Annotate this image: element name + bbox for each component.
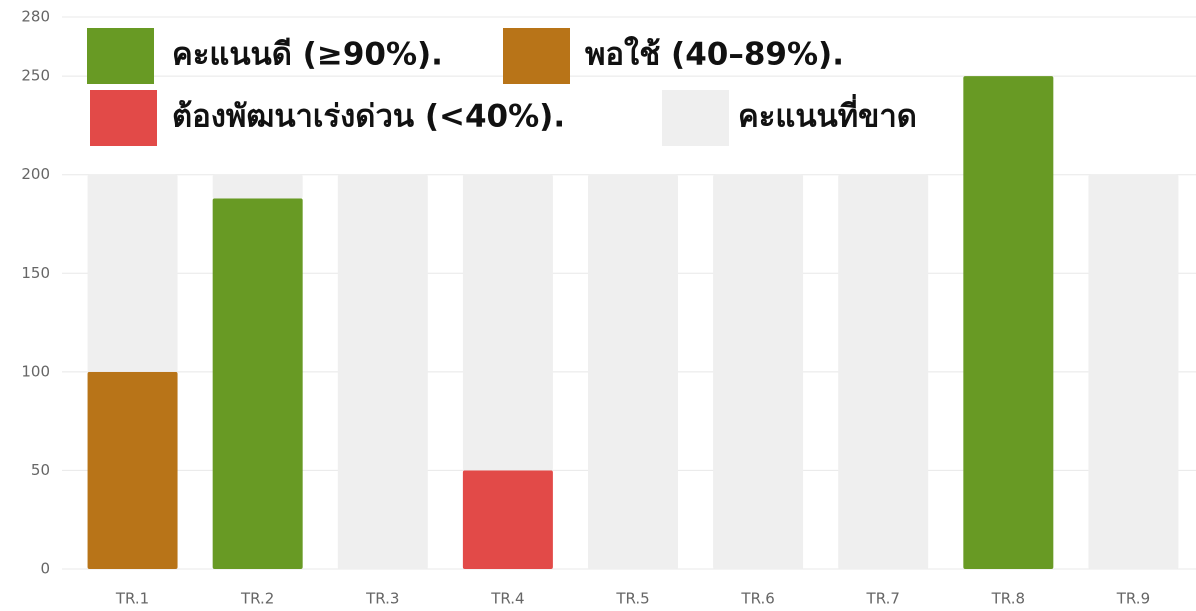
- legend-swatch: [87, 28, 154, 84]
- y-tick-label: 250: [21, 67, 50, 85]
- x-tick-label: TR.6: [740, 590, 774, 608]
- bar-segment: [462, 470, 553, 569]
- legend-label: ต้องพัฒนาเร่งด่วน (<40%).: [172, 99, 565, 135]
- legend-label: คะแนนที่ขาด: [738, 94, 917, 135]
- bar-segment: [87, 174, 178, 372]
- bar-segment: [462, 174, 553, 471]
- y-tick-label: 100: [21, 362, 50, 380]
- bar-segment: [87, 371, 178, 569]
- y-tick-label: 200: [21, 165, 50, 183]
- bar-segment: [963, 76, 1054, 570]
- bar-segment: [1088, 174, 1179, 569]
- legend-swatch: [503, 28, 570, 84]
- x-tick-label: TR.8: [991, 590, 1025, 608]
- x-tick-label: TR.2: [240, 590, 274, 608]
- legend-swatch: [662, 90, 729, 146]
- bar-segment: [212, 198, 303, 569]
- legend-label: พอใช้ (40–89%).: [585, 36, 844, 73]
- x-tick-label: TR.3: [365, 590, 399, 608]
- y-tick-label: 50: [31, 461, 50, 479]
- bar-segment: [713, 174, 804, 569]
- legend-swatch: [90, 90, 157, 146]
- x-tick-label: TR.1: [115, 590, 149, 608]
- bar-segment: [588, 174, 678, 569]
- x-tick-label: TR.5: [615, 590, 649, 608]
- bar-segment: [337, 174, 428, 569]
- bar-segment: [838, 174, 929, 569]
- y-tick-label: 0: [40, 560, 50, 578]
- x-tick-label: TR.9: [1116, 590, 1150, 608]
- legend-label: คะแนนดี (≥90%).: [172, 37, 443, 73]
- x-tick-label: TR.7: [866, 590, 900, 608]
- y-tick-label: 280: [21, 8, 50, 26]
- y-tick-label: 150: [21, 264, 50, 282]
- bar-segment: [212, 174, 303, 199]
- x-tick-label: TR.4: [490, 590, 524, 608]
